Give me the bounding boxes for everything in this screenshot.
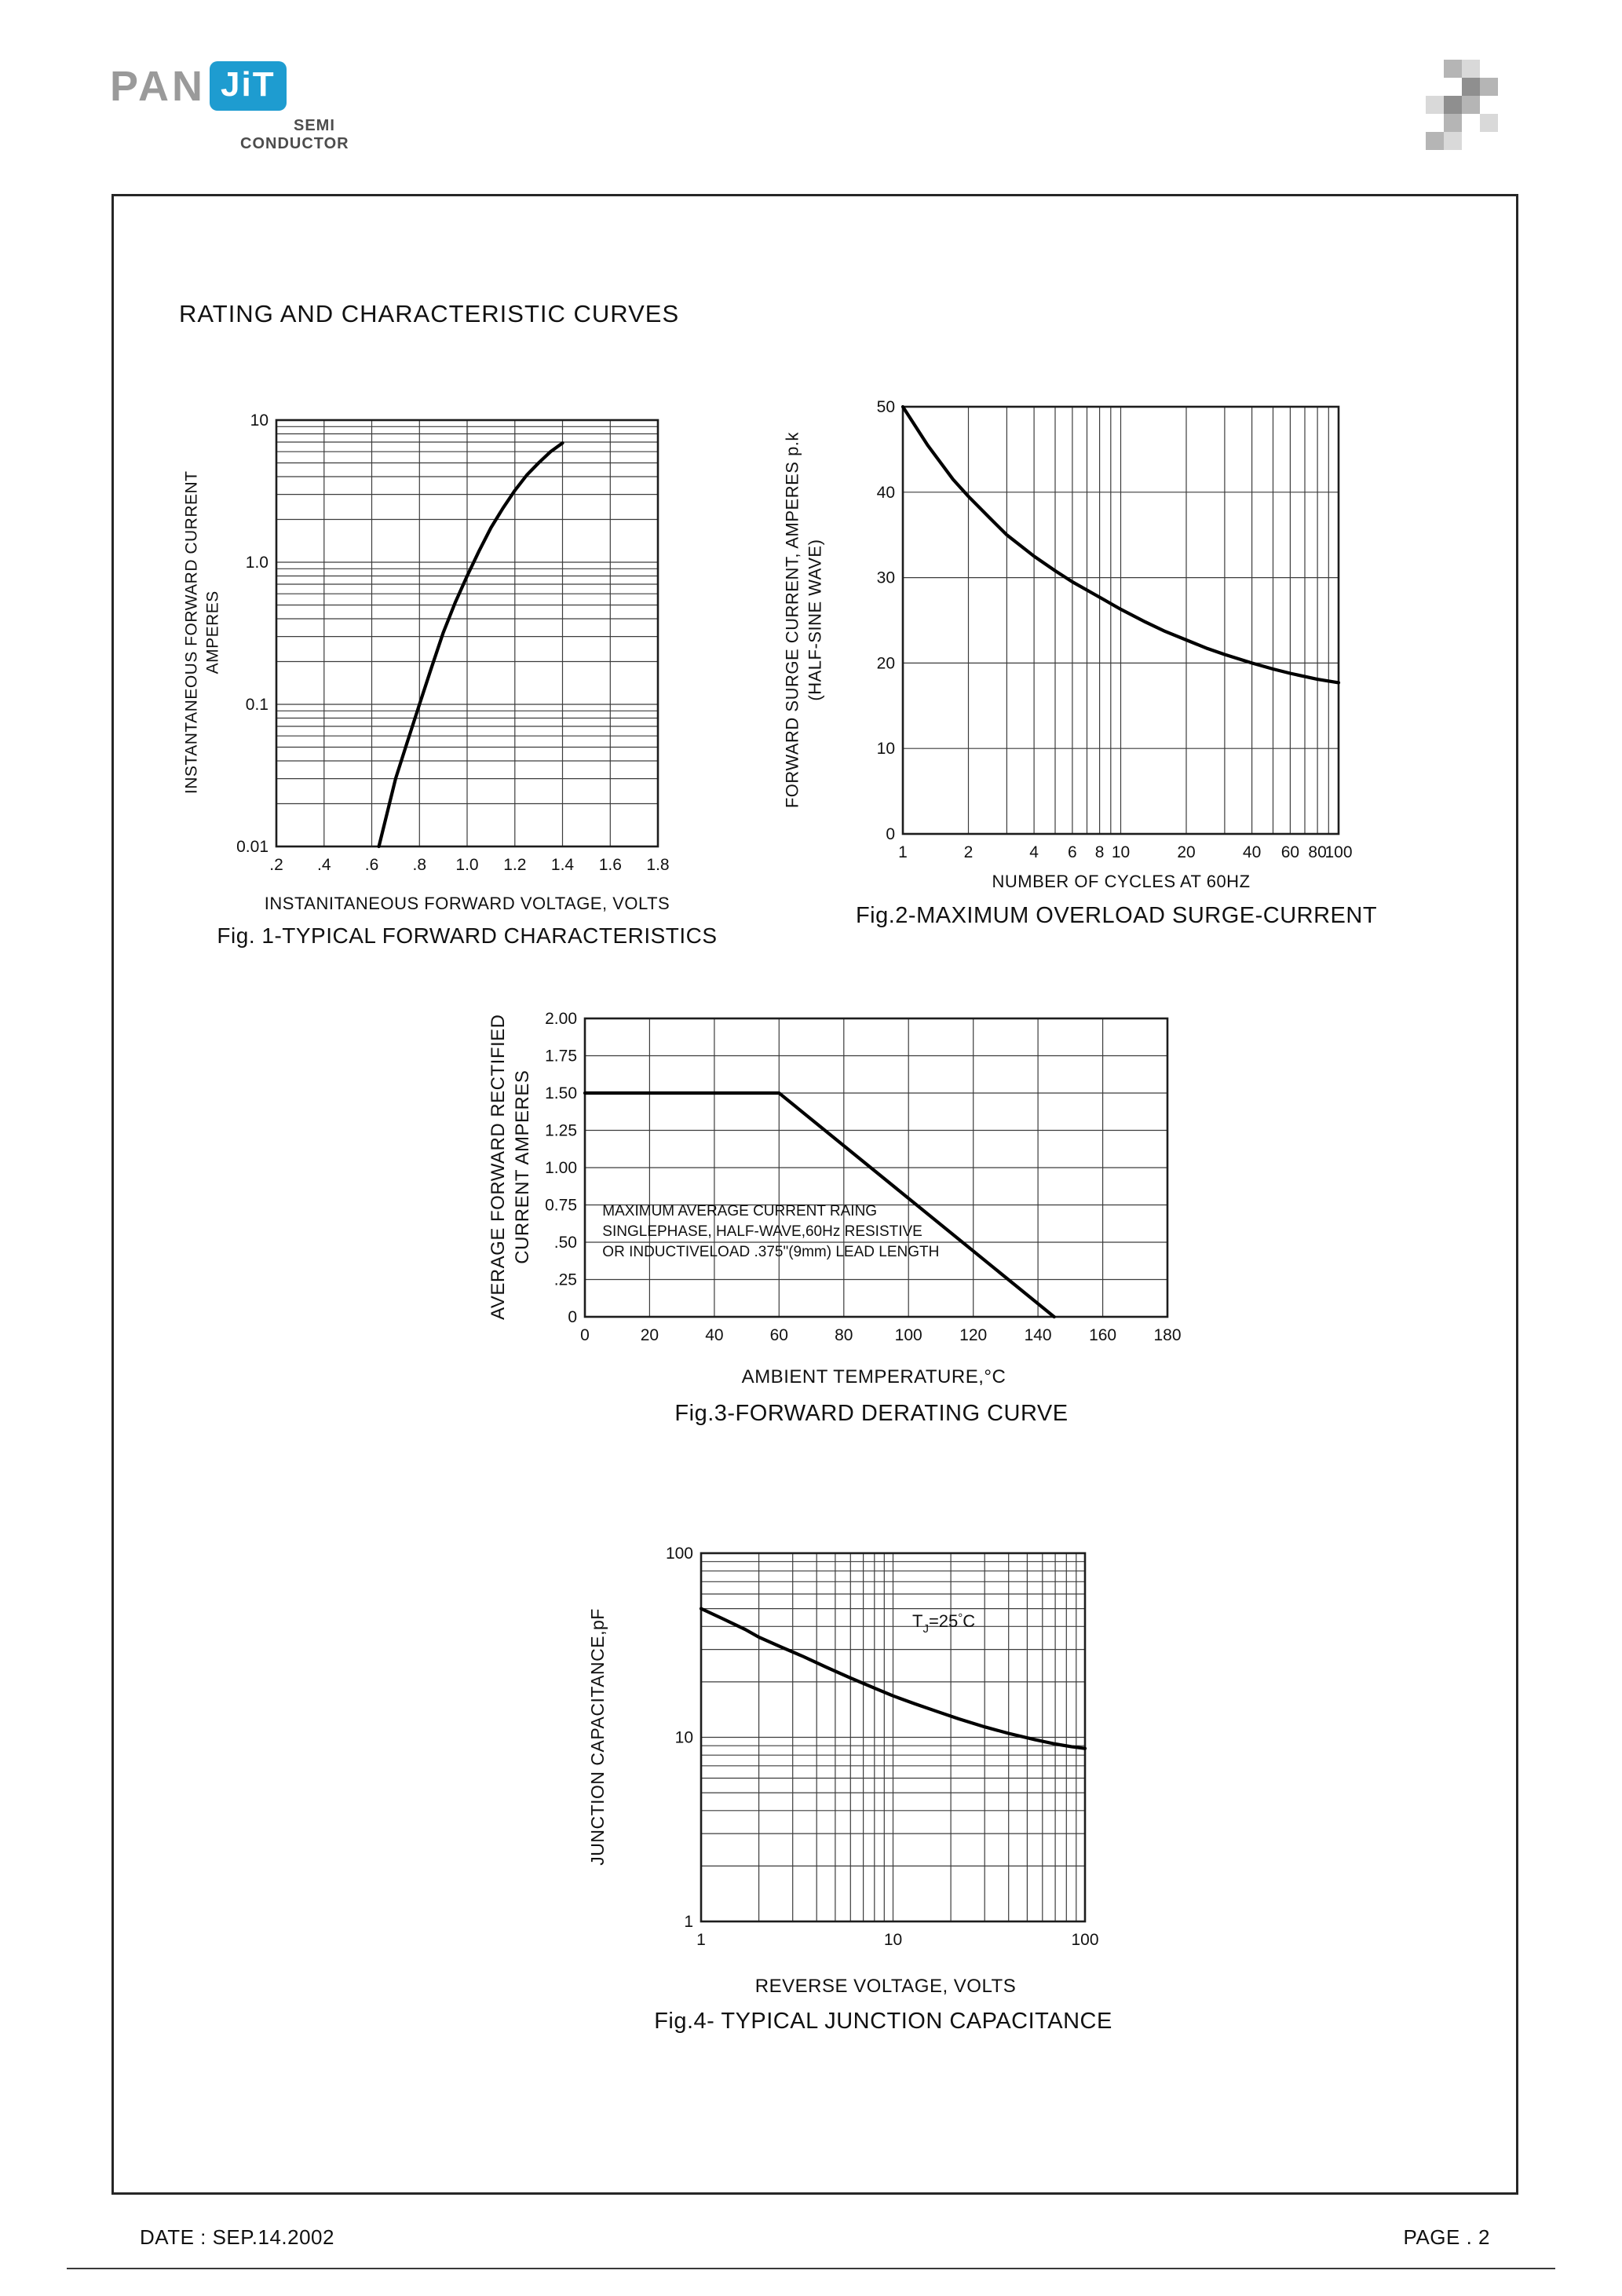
fig3-x-axis-label: AMBIENT TEMPERATURE,°C (741, 1366, 1006, 1387)
footer-date: DATE : SEP.14.2002 (140, 2225, 334, 2249)
fig1-plot: .2 .4 .6 .8 1.0 1.2 1.4 1.6 1.8 10 1.0 0.1 0.01 (214, 409, 672, 884)
fig4-y-axis-label-line-1: JUNCTION CAPACITANCE,pF (587, 1608, 608, 1866)
svg-text:0: 0 (580, 1326, 590, 1344)
footer-rule (67, 2268, 1555, 2269)
svg-text:1.4: 1.4 (551, 856, 575, 874)
logo-jit-badge: JiT (210, 61, 287, 111)
svg-text:.6: .6 (365, 856, 379, 874)
svg-text:10: 10 (675, 1729, 693, 1747)
svg-text:1: 1 (696, 1931, 706, 1949)
svg-text:SINGLEPHASE, HALF-WAVE,60Hz RE: SINGLEPHASE, HALF-WAVE,60Hz RESISTIVE (602, 1223, 922, 1240)
svg-text:100: 100 (1324, 843, 1352, 861)
svg-text:TJ=25°C: TJ=25°C (912, 1611, 975, 1636)
fig3-plot: 0 20 40 60 80 100 120 140 160 180 0 .25 .50 0.75 1.00 1… (522, 1007, 1182, 1355)
fig2-y-axis-label-line-2: (HALF-SINE WAVE) (805, 539, 824, 701)
svg-text:0.01: 0.01 (236, 838, 269, 856)
svg-text:0.1: 0.1 (246, 696, 269, 714)
svg-text:0.75: 0.75 (545, 1197, 577, 1215)
svg-text:.2: .2 (269, 856, 283, 874)
svg-text:1.2: 1.2 (503, 856, 526, 874)
svg-text:10: 10 (1112, 843, 1130, 861)
pixel-decoration (1408, 60, 1503, 155)
svg-text:20: 20 (877, 654, 895, 672)
fig2-x-axis-label: NUMBER OF CYCLES AT 60HZ (992, 872, 1251, 891)
svg-text:.25: .25 (554, 1271, 577, 1289)
fig4-y-axis-label: JUNCTION CAPACITANCE,pF (586, 1533, 610, 1941)
svg-text:60: 60 (1281, 843, 1299, 861)
svg-text:4: 4 (1029, 843, 1039, 861)
svg-text:0: 0 (568, 1308, 577, 1326)
panjit-logo: PAN JiT SEMI CONDUCTOR (110, 61, 349, 153)
svg-text:0: 0 (886, 825, 895, 843)
logo-pan-text: PAN (110, 62, 206, 110)
fig3-y-axis-label-line-1: AVERAGE FORWARD RECTIFIED (487, 1014, 509, 1320)
fig4-plot: 1 10 100 100 10 1 TJ=25°C (638, 1542, 1099, 1959)
fig1-caption: Fig. 1-TYPICAL FORWARD CHARACTERISTICS (217, 923, 718, 948)
svg-text:1.75: 1.75 (545, 1047, 577, 1066)
svg-text:40: 40 (1243, 843, 1261, 861)
svg-text:8: 8 (1095, 843, 1105, 861)
panjit-logo-row: PAN JiT (110, 61, 349, 111)
svg-text:20: 20 (641, 1326, 659, 1344)
svg-text:10: 10 (250, 411, 269, 430)
svg-text:10: 10 (884, 1931, 902, 1949)
svg-text:60: 60 (770, 1326, 788, 1344)
logo-semi-text: SEMI (294, 117, 335, 134)
svg-text:100: 100 (1071, 1931, 1098, 1949)
svg-text:1.0: 1.0 (455, 856, 478, 874)
svg-text:2.00: 2.00 (545, 1010, 577, 1028)
svg-text:1.8: 1.8 (646, 856, 669, 874)
svg-text:100: 100 (666, 1545, 693, 1563)
svg-text:MAXIMUM AVERAGE CURRENT RAING: MAXIMUM AVERAGE CURRENT RAING (602, 1203, 877, 1219)
fig2-y-axis-label-line-1: FORWARD SURGE CURRENT, AMPERES p.k (782, 432, 802, 809)
logo-conductor-text: CONDUCTOR (240, 135, 349, 152)
fig4-caption: Fig.4- TYPICAL JUNCTION CAPACITANCE (654, 2009, 1112, 2034)
fig1-x-axis-label: INSTANITANEOUS FORWARD VOLTAGE, VOLTS (264, 894, 670, 913)
svg-text:40: 40 (877, 484, 895, 502)
fig1-y-axis-label-line-1: INSTANTANEOUS FORWARD CURRENT (182, 470, 201, 795)
svg-text:20: 20 (1177, 843, 1195, 861)
svg-text:1: 1 (898, 843, 908, 861)
fig2-caption: Fig.2-MAXIMUM OVERLOAD SURGE-CURRENT (855, 903, 1378, 928)
svg-text:1: 1 (684, 1913, 693, 1931)
svg-text:1.0: 1.0 (246, 554, 269, 572)
svg-text:1.00: 1.00 (545, 1159, 577, 1177)
svg-text:30: 30 (877, 569, 895, 587)
svg-text:6: 6 (1068, 843, 1077, 861)
svg-text:40: 40 (705, 1326, 723, 1344)
svg-text:1.50: 1.50 (545, 1084, 577, 1102)
svg-text:80: 80 (835, 1326, 853, 1344)
page-frame (111, 194, 1518, 2195)
fig2-y-axis-label: FORWARD SURGE CURRENT, AMPERES p.k (HALF… (781, 377, 826, 864)
fig3-caption: Fig.3-FORWARD DERATING CURVE (674, 1401, 1069, 1426)
fig4-x-axis-label: REVERSE VOLTAGE, VOLTS (754, 1976, 1017, 1997)
svg-text:1.6: 1.6 (599, 856, 622, 874)
page-title: RATING AND CHARACTERISTIC CURVES (179, 300, 680, 327)
svg-text:160: 160 (1089, 1326, 1116, 1344)
svg-text:2: 2 (964, 843, 974, 861)
svg-text:OR INDUCTIVELOAD .375"(9mm) LE: OR INDUCTIVELOAD .375"(9mm) LEAD LENGTH (602, 1244, 939, 1260)
svg-text:100: 100 (895, 1326, 922, 1344)
footer-page-number: PAGE . 2 (1403, 2225, 1490, 2249)
svg-text:180: 180 (1153, 1326, 1181, 1344)
svg-text:.50: .50 (554, 1234, 577, 1252)
svg-text:120: 120 (959, 1326, 987, 1344)
svg-text:.8: .8 (413, 856, 427, 874)
svg-text:140: 140 (1025, 1326, 1052, 1344)
svg-text:1.25: 1.25 (545, 1122, 577, 1140)
svg-text:.4: .4 (317, 856, 331, 874)
svg-text:10: 10 (877, 740, 895, 758)
svg-text:80: 80 (1308, 843, 1326, 861)
fig2-plot: 1 2 4 6 8 10 20 40 60 80 100 0 10 20 30 40 50 (840, 396, 1353, 872)
svg-text:50: 50 (877, 398, 895, 416)
